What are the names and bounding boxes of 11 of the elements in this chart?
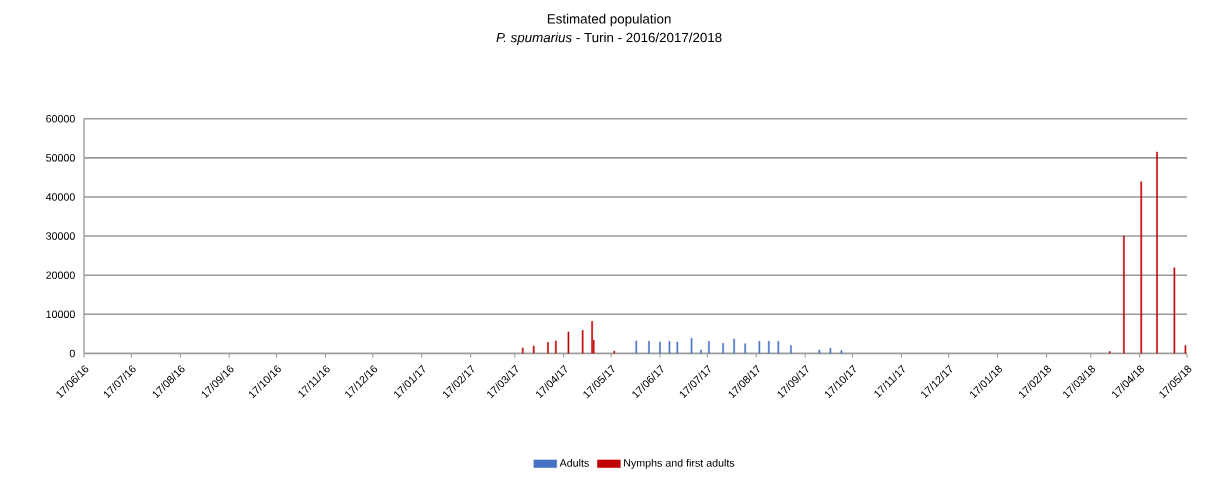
y-tick-label: 40000 (45, 192, 75, 201)
chart-subtitle: P. spumarius - Turin - 2016/2017/2018 (496, 32, 722, 45)
y-tick-label: 10000 (46, 310, 75, 318)
y-tick-label: 30000 (46, 232, 75, 240)
y-tick-label: 60000 (46, 114, 75, 123)
legend-label: Nymphs and first adults (624, 458, 735, 469)
legend-label: Adults (559, 458, 589, 467)
y-tick-label: 50000 (46, 153, 75, 162)
y-tick-label: 0 (69, 349, 75, 357)
chart-title: Estimated population (547, 13, 671, 26)
y-tick-label: 20000 (46, 271, 75, 279)
